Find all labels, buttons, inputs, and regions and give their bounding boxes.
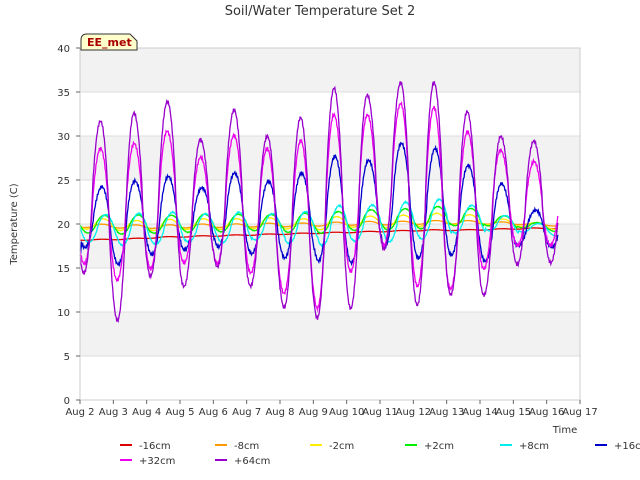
legend-label: -16cm [139,441,171,452]
legend-label: +64cm [234,456,270,467]
legend: -16cm -8cm -2cm +2cm +8cm +16cm +32cm +64cm [120,441,640,467]
y-tick-label: 30 [57,132,70,143]
x-tick-label: Aug 6 [199,407,228,418]
x-tick-label: Aug 11 [362,407,397,418]
series-line-+64cm [79,80,559,324]
legend-label: +32cm [139,456,175,467]
x-tick-label: Aug 13 [429,407,464,418]
background-band [80,312,580,356]
x-tick-label: Aug 2 [65,407,94,418]
x-tick-label: Aug 12 [396,407,431,418]
axes: 0 5 10 15 20 25 30 35 40 Aug 2 Aug 3 Aug 4 Aug 5 Aug … [57,44,597,418]
y-axis-label: Temperature (C) [9,183,20,265]
x-tick-label: Aug 9 [299,407,328,418]
series-line-+8cm [79,197,559,248]
y-tick-label: 40 [57,44,70,55]
x-tick-label: Aug 16 [529,407,564,418]
legend-label: -2cm [329,441,354,452]
y-tick-label: 25 [57,176,70,187]
y-tick-label: 0 [64,396,70,407]
x-tick-label: Aug 17 [562,407,597,418]
legend-label: +8cm [519,441,549,452]
x-tick-label: Aug 3 [99,407,128,418]
legend-label: -8cm [234,441,259,452]
legend-label: +16cm [614,441,640,452]
x-tick-label: Aug 5 [165,407,194,418]
chart-title: Soil/Water Temperature Set 2 [225,4,416,19]
background-bands [80,48,580,356]
x-tick-label: Aug 4 [132,407,161,418]
legend-label: +2cm [424,441,454,452]
y-tick-label: 35 [57,88,70,99]
series-lines [79,80,559,324]
y-tick-label: 20 [57,220,70,231]
x-tick-label: Aug 10 [329,407,364,418]
background-band [80,48,580,92]
site-label-box: EE_met [80,33,138,51]
x-tick-label: Aug 8 [265,407,294,418]
x-tick-label: Aug 15 [496,407,531,418]
x-axis-label: Time [552,425,577,436]
x-tick-label: Aug 14 [462,407,497,418]
y-tick-label: 10 [57,308,70,319]
x-tick-label: Aug 7 [232,407,261,418]
site-label: EE_met [87,36,132,49]
series-line-+16cm [79,141,559,268]
series-line-+32cm [79,100,559,313]
series-line--2cm [79,212,558,232]
y-tick-label: 15 [57,264,70,275]
y-tick-label: 5 [64,352,70,363]
series-line-+2cm [79,205,558,236]
